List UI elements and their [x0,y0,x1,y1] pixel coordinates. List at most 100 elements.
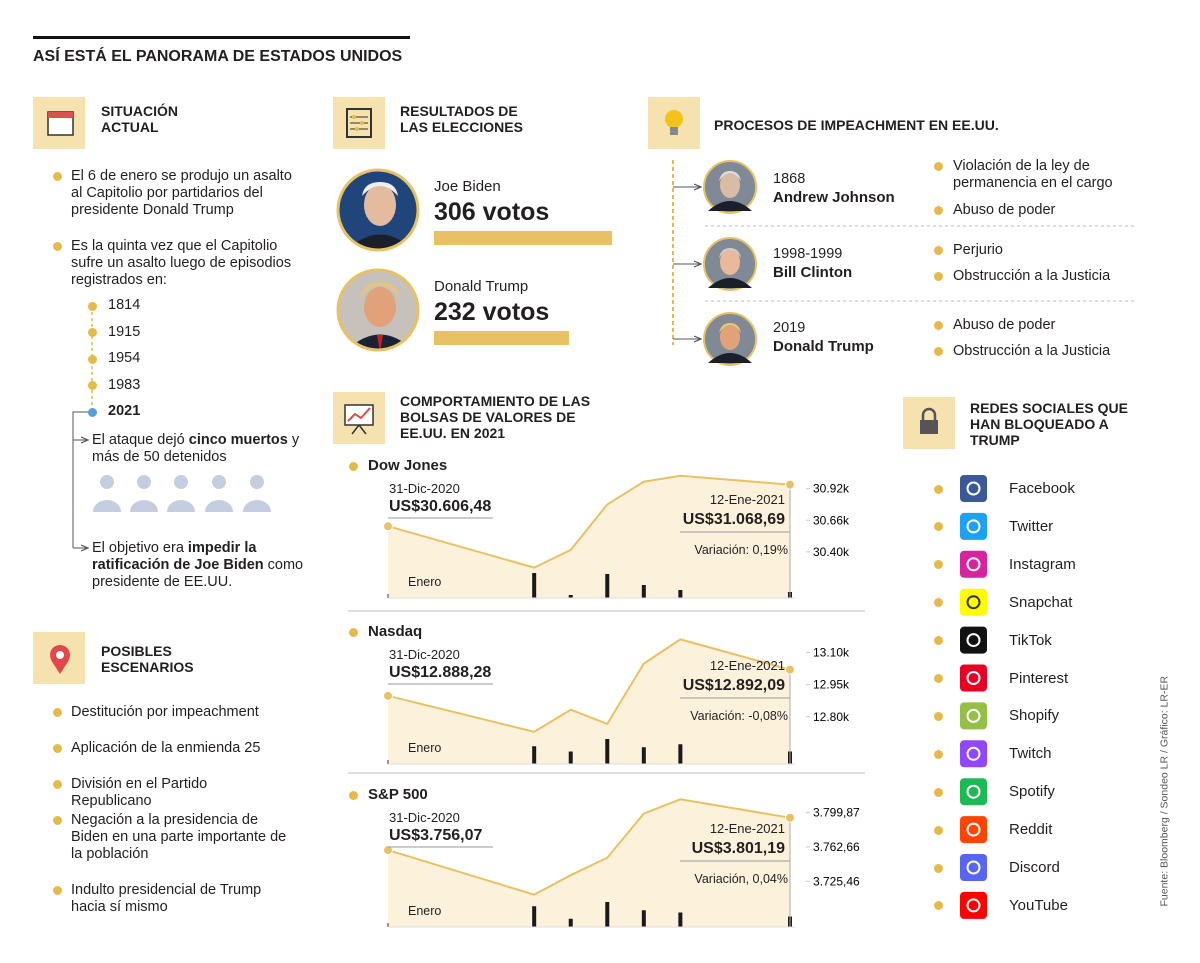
end-value: US$12.892,09 [682,677,785,694]
year-label: 1954 [108,350,141,366]
bullet-dot [933,787,943,797]
text: El ataque dejó [92,432,189,448]
year-label: 1814 [108,297,141,313]
charge-text: Perjurio [953,242,1003,258]
votes-bar [434,331,570,345]
end-date: 12-Ene-2021 [709,821,785,836]
portrait-hair [719,248,741,258]
bullet-dot [87,407,97,417]
charge-text: Obstrucción a la Justicia [953,343,1111,359]
volume-bar [678,590,683,598]
portrait-body [708,278,752,288]
start-value: US$12.888,28 [389,664,492,681]
bullet-text: Indulto presidencial de Trump hacia sí m… [71,882,262,915]
volume-bar [678,912,683,927]
bullet-dot [933,674,943,683]
point [383,690,393,701]
bullet-dot [52,241,62,251]
text: y más de 50 detenidos [92,432,300,465]
year-label: 1915 [108,323,141,340]
charge-text: Violación de la ley de permanencia en el… [953,158,1113,191]
line [387,798,791,896]
volume-bar [678,744,683,764]
y-tick-label: 12.95k [813,678,850,692]
social-name: Facebook [1009,480,1075,497]
bullet-dot [933,636,943,646]
social-name: YouTube [1009,896,1068,914]
volume-bar [532,906,537,927]
case-name: Donald Trump [773,338,874,355]
social-icon-glyph [966,481,981,496]
candidate-votes: 306 votos [434,198,550,226]
people-icons [93,475,271,512]
volume-bar [568,918,573,927]
case-year: 2019 [773,320,806,336]
area [388,799,790,927]
icon-chart [333,392,385,444]
votes-bar [434,231,613,245]
area [388,639,790,764]
month-label: Enero [408,741,442,755]
bold-text: impedir la ratificación de Joe Biden [92,540,264,573]
index-name: Nasdaq [368,623,423,640]
social-icon [960,512,987,540]
icon-calendar [33,97,85,149]
bullet-dot [933,205,943,215]
social-icon-glyph [966,557,981,572]
y-tick-label: 30.66k [813,513,850,527]
bullet-dot [52,815,62,825]
social-name: Shopify [1009,707,1060,725]
month-label: Enero [408,904,442,918]
bullet-dot [933,901,943,911]
bullet-dot [933,161,943,171]
y-tick-label: 30.40k [813,545,850,559]
section-title: COMPORTAMIENTO DE LAS BOLSAS DE VALORES … [400,393,591,441]
case-year: 1998-1999 [773,246,843,262]
social-icon-glyph [966,746,981,761]
bullet-dot [933,711,943,721]
candidate-votes: 232 votos [434,298,550,326]
bullet-text: Es la quinta vez que el Capitolio sufre … [71,238,292,288]
bold-text: cinco muertos [188,432,288,448]
social-icon [960,664,987,692]
page-title: ASÍ ESTÁ EL PANORAMA DE ESTADOS UNIDOS [33,48,403,65]
bullet-dot [933,598,943,608]
section-title: REDES SOCIALES QUE HAN BLOQUEADO A TRUMP [970,400,1128,448]
start-value: US$3.756,07 [389,827,483,844]
volume-bar [532,573,537,598]
text: como presidente de EE.UU. [92,557,304,590]
social-icon [960,550,987,578]
note-text: El objetivo era impedir la ratificación … [92,540,317,591]
portrait-face [720,249,740,275]
bullet-dot [348,790,358,800]
social-icon [960,778,987,806]
charge-text: Abuso de poder [953,317,1056,333]
social-name: TikTok [1009,631,1052,649]
start-date: 31-Dic-2020 [389,810,460,825]
portrait-face [720,324,740,350]
note-text: El ataque dejó cinco muertos y más de 50… [92,432,317,466]
y-tick-label: 3.762,66 [813,840,860,854]
bullet-dot [52,171,62,181]
photo-trump [336,268,420,352]
y-tick-label: 3.799,87 [813,806,860,820]
bullet-dot [933,863,943,873]
volume-bar [641,585,646,598]
point [785,479,795,490]
end-date: 12-Ene-2021 [709,658,785,673]
bullet-dot [933,484,943,494]
text: El objetivo era [92,540,188,556]
bullet-dot [933,749,943,759]
y-tick-label: 12.80k [813,710,850,724]
icon-lock [903,397,955,449]
bullet-dot [52,779,62,789]
bullet-text: Destitución por impeachment [71,704,259,720]
start-value: US$30.606,48 [389,498,492,515]
point [383,521,393,532]
social-icon-glyph [966,898,981,913]
source: Fuente: Bloomberg / Sondeo LR / Gráfico:… [1158,675,1171,907]
line [387,638,791,733]
index-name: S&P 500 [368,786,428,803]
bullet-dot [87,328,97,337]
